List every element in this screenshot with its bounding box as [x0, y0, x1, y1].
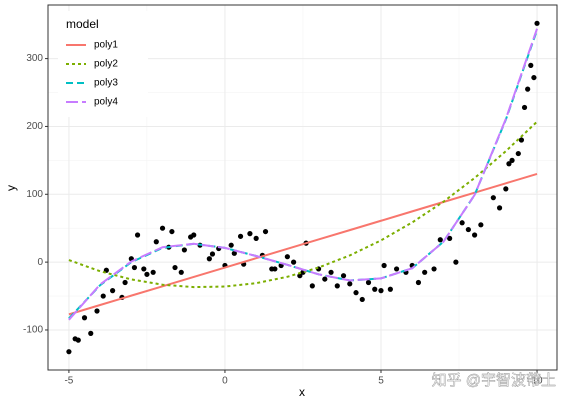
x-axis-title: x — [299, 385, 305, 399]
legend-label: poly1 — [94, 40, 118, 51]
point — [141, 266, 147, 272]
legend-title: model — [66, 17, 99, 31]
fit-line — [68, 120, 538, 289]
point — [353, 290, 359, 296]
point — [347, 281, 353, 287]
point — [228, 242, 234, 248]
point — [365, 279, 372, 286]
point — [150, 269, 156, 275]
point — [159, 225, 166, 231]
point — [506, 161, 512, 167]
point — [378, 288, 384, 294]
point — [309, 283, 315, 289]
y-tick-label: 100 — [26, 189, 43, 200]
point — [472, 232, 478, 238]
y-tick-label: 200 — [26, 121, 43, 132]
point — [525, 86, 531, 92]
point — [88, 330, 94, 336]
point — [528, 62, 534, 68]
point — [144, 271, 150, 277]
legend-label: poly3 — [94, 78, 118, 89]
point — [453, 259, 459, 265]
x-tick-label: 0 — [222, 376, 228, 387]
point — [372, 286, 378, 292]
point — [431, 266, 437, 272]
point — [465, 226, 471, 233]
point — [521, 104, 528, 111]
y-tick-label: 0 — [37, 257, 43, 268]
panel-border — [47, 4, 558, 371]
point — [272, 266, 278, 272]
point — [172, 264, 178, 271]
y-tick-label: 300 — [26, 53, 43, 64]
point — [334, 283, 340, 289]
point — [518, 137, 525, 143]
point — [531, 74, 537, 81]
legend-label: poly2 — [94, 59, 118, 70]
point — [209, 251, 216, 257]
point — [328, 269, 334, 275]
point — [503, 186, 509, 192]
point — [478, 222, 484, 228]
point — [387, 286, 393, 292]
point — [459, 220, 465, 226]
x-tick-label: -5 — [64, 376, 73, 387]
point — [110, 288, 116, 294]
point — [490, 195, 496, 201]
watermark: 知乎 @宇智波帶土 — [432, 371, 556, 389]
y-tick-label: -100 — [23, 325, 43, 336]
point — [509, 157, 515, 163]
point — [206, 256, 212, 262]
point — [169, 228, 175, 235]
point — [437, 237, 443, 243]
point — [81, 315, 88, 321]
point — [247, 231, 253, 237]
point — [262, 228, 269, 235]
point — [122, 279, 128, 286]
point — [496, 205, 503, 211]
point — [131, 264, 138, 271]
fit-line — [68, 28, 538, 321]
point — [253, 235, 259, 241]
fit-line — [68, 172, 538, 316]
y-axis-title: y — [4, 185, 18, 191]
point — [153, 239, 159, 245]
point — [340, 273, 347, 279]
point — [191, 232, 197, 238]
point — [237, 233, 244, 239]
legend-label: poly4 — [94, 97, 118, 108]
point — [381, 262, 387, 269]
point — [515, 150, 521, 157]
x-tick-label: 10 — [531, 376, 543, 387]
point — [75, 337, 81, 343]
point — [359, 296, 365, 303]
point — [534, 20, 540, 26]
point — [66, 349, 72, 355]
point — [393, 266, 400, 272]
point — [415, 279, 422, 286]
point — [94, 308, 100, 314]
point — [134, 232, 141, 238]
point — [181, 247, 187, 253]
point — [284, 254, 290, 260]
point — [291, 259, 297, 265]
point — [178, 269, 184, 275]
point — [322, 276, 328, 282]
point — [447, 235, 453, 241]
point — [100, 293, 106, 299]
point — [231, 250, 237, 256]
x-tick-label: 5 — [378, 376, 384, 387]
point — [422, 269, 428, 275]
